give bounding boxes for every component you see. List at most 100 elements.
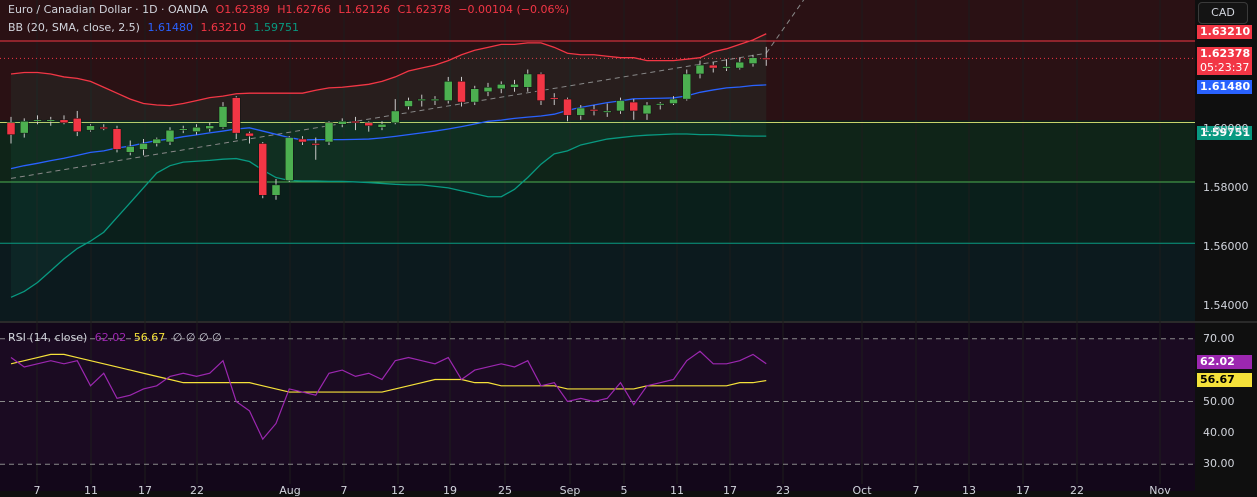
high-value: H1.62766	[277, 3, 331, 16]
candle	[444, 76, 453, 104]
candle	[139, 139, 148, 156]
candle-body	[470, 88, 479, 103]
candle	[589, 105, 599, 116]
candle-body	[616, 100, 625, 112]
candle-body	[576, 107, 585, 116]
candle	[656, 102, 665, 110]
candle-body	[748, 57, 758, 64]
bb-label: BB (20, SMA, close, 2.5)	[8, 21, 140, 34]
price-tick-label: 1.58000	[1203, 180, 1249, 194]
candle	[457, 76, 466, 107]
candle-body	[112, 128, 122, 150]
candle	[258, 142, 267, 199]
candle	[152, 137, 161, 147]
bb-basis-line	[10, 84, 767, 170]
low-value: L1.62126	[338, 3, 391, 16]
candle	[205, 122, 214, 132]
rsi-ma-line	[10, 353, 767, 393]
candle	[550, 93, 559, 106]
candle	[232, 96, 241, 140]
symbol-title: Euro / Canadian Dollar · 1D · OANDA	[8, 3, 209, 16]
bb-fill	[11, 33, 767, 298]
candle-body	[629, 101, 638, 112]
candle	[46, 116, 55, 126]
trendline-extension	[765, 0, 805, 54]
candle	[6, 116, 16, 144]
open-value: O1.62389	[215, 3, 270, 16]
basis-price-tag: 1.61480	[1197, 80, 1252, 94]
candle-body	[735, 61, 744, 69]
candle-body	[33, 119, 42, 122]
candle-body	[73, 118, 82, 132]
candle	[510, 79, 519, 92]
rsi-tag: 62.02	[1197, 355, 1252, 369]
candle	[682, 69, 691, 101]
candle	[324, 121, 334, 145]
candle-body	[523, 73, 532, 88]
candle	[338, 118, 347, 128]
candle	[126, 140, 135, 156]
candle	[735, 57, 744, 70]
candle-body	[563, 98, 572, 116]
candle-body	[762, 57, 771, 60]
candle	[404, 97, 413, 110]
candle	[245, 131, 254, 144]
candle	[536, 72, 546, 106]
candle-body	[510, 84, 519, 88]
candle	[695, 60, 705, 79]
candle	[748, 54, 758, 67]
candle	[669, 96, 678, 106]
candle	[603, 103, 612, 117]
candle-body	[205, 125, 214, 129]
price-tick-label: 1.54000	[1203, 299, 1249, 313]
candle-body	[457, 81, 466, 103]
candle-body	[245, 132, 254, 137]
candle-body	[404, 100, 413, 107]
countdown-tag: 05:23:37	[1197, 61, 1252, 75]
candle	[179, 125, 188, 134]
candle	[351, 116, 360, 131]
currency-button[interactable]: CAD	[1198, 2, 1248, 24]
candle	[470, 85, 479, 106]
candle-body	[311, 143, 320, 146]
candle	[497, 81, 506, 94]
candle-body	[324, 122, 334, 143]
price-tick-label: 1.60000	[1203, 121, 1249, 135]
candle-body	[550, 97, 559, 100]
candle-body	[483, 87, 493, 92]
candle	[709, 62, 718, 73]
candle-body	[20, 121, 29, 134]
symbol-legend[interactable]: Euro / Canadian Dollar · 1D · OANDA O1.6…	[8, 3, 573, 16]
candle-body	[179, 128, 188, 131]
candle-body	[417, 98, 426, 101]
price-low-shade	[0, 181, 1195, 244]
close-value: C1.62378	[397, 3, 451, 16]
candle	[285, 136, 294, 182]
candle-body	[430, 98, 440, 101]
trendline	[10, 52, 767, 179]
candle-body	[232, 97, 241, 134]
candle	[629, 99, 638, 120]
candle-body	[192, 126, 201, 132]
candle	[563, 97, 572, 122]
change-value: −0.00104 (−0.06%)	[458, 3, 570, 16]
rsi-legend[interactable]: RSI (14, close) 62.02 56.67 ∅ ∅ ∅ ∅	[8, 331, 226, 344]
candle-body	[589, 109, 599, 112]
candle-body	[497, 84, 506, 90]
bb-upper-line	[10, 33, 767, 107]
candle-body	[603, 110, 612, 113]
candle	[616, 97, 625, 114]
candle-body	[6, 122, 16, 135]
candle-body	[258, 143, 267, 196]
rsi-tick-label: 70.00	[1203, 331, 1235, 345]
rsi-tick-label: 50.00	[1203, 394, 1235, 408]
candle-body	[536, 73, 546, 101]
bb-upper-value: 1.63210	[200, 21, 246, 34]
candle-body	[46, 119, 55, 122]
candle	[59, 115, 69, 125]
bb-legend[interactable]: BB (20, SMA, close, 2.5) 1.61480 1.63210…	[8, 21, 303, 34]
candle-body	[126, 146, 135, 153]
candle	[364, 121, 373, 132]
bb-lower-value: 1.59751	[253, 21, 299, 34]
